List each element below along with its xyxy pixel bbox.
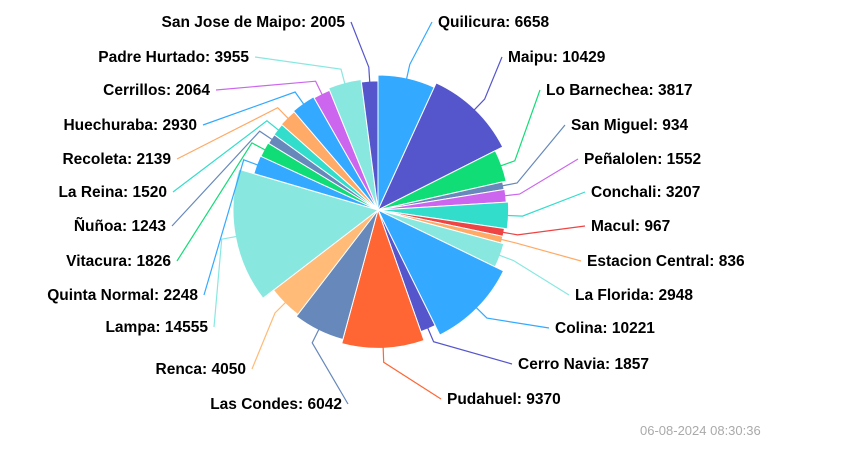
slice-label: Macul: 967 bbox=[591, 218, 670, 235]
slice-label: Cerrillos: 2064 bbox=[103, 82, 210, 99]
leader-line bbox=[176, 106, 290, 160]
leader-line bbox=[473, 56, 503, 112]
slice-labels: Quilicura: 6658 Maipu: 10429 Lo Barnechea:… bbox=[47, 14, 745, 413]
slice-label: Ñuñoa: 1243 bbox=[74, 217, 167, 235]
leader-line bbox=[203, 159, 259, 296]
slice-label: San Jose de Maipo: 2005 bbox=[162, 14, 346, 31]
leader-line bbox=[506, 191, 586, 217]
leader-line bbox=[500, 238, 582, 262]
slice-label: Las Condes: 6042 bbox=[210, 396, 342, 413]
leader-line bbox=[499, 89, 541, 167]
leader-line bbox=[475, 306, 550, 329]
slice-label: Vitacura: 1826 bbox=[66, 253, 171, 270]
leader-line bbox=[215, 80, 324, 96]
slice-label: Conchali: 3207 bbox=[591, 184, 700, 201]
leader-line bbox=[405, 21, 433, 81]
slice-label: Colina: 10221 bbox=[555, 320, 655, 337]
leader-line bbox=[172, 120, 280, 193]
pie-slices bbox=[232, 74, 510, 349]
slice-label: La Reina: 1520 bbox=[58, 184, 167, 201]
leader-line bbox=[171, 130, 274, 227]
leader-line bbox=[503, 158, 579, 197]
leader-line bbox=[251, 301, 287, 370]
leader-line bbox=[382, 346, 442, 400]
leader-line bbox=[497, 254, 570, 296]
slice-label: Peñalolen: 1552 bbox=[584, 151, 701, 168]
timestamp: 06-08-2024 08:30:36 bbox=[640, 423, 761, 438]
slice-label: Quinta Normal: 2248 bbox=[47, 287, 198, 304]
slice-label: San Miguel: 934 bbox=[571, 117, 689, 134]
slice-label: Huechuraba: 2930 bbox=[63, 117, 197, 134]
slice-label: Lo Barnechea: 3817 bbox=[546, 82, 692, 99]
leader-line bbox=[311, 328, 349, 405]
slice-label: Lampa: 14555 bbox=[105, 319, 208, 336]
slice-label: Padre Hurtado: 3955 bbox=[98, 49, 249, 66]
leader-line bbox=[202, 91, 305, 126]
leader-line bbox=[176, 142, 267, 262]
slice-label: Cerro Navia: 1857 bbox=[518, 356, 649, 373]
slice-label: Maipu: 10429 bbox=[508, 49, 606, 66]
slice-label: Pudahuel: 9370 bbox=[447, 391, 561, 408]
leader-line bbox=[254, 56, 346, 85]
leader-line bbox=[213, 235, 238, 328]
slice-label: Estacion Central: 836 bbox=[587, 253, 745, 270]
leader-line bbox=[501, 124, 566, 187]
leader-line bbox=[501, 225, 586, 236]
leader-lines bbox=[171, 21, 586, 405]
slice-label: Quilicura: 6658 bbox=[438, 14, 550, 31]
slice-label: Renca: 4050 bbox=[156, 361, 246, 378]
slice-label: La Florida: 2948 bbox=[575, 287, 693, 304]
slice-label: Recoleta: 2139 bbox=[62, 151, 171, 168]
leader-line bbox=[426, 326, 513, 365]
leader-line bbox=[350, 21, 371, 84]
